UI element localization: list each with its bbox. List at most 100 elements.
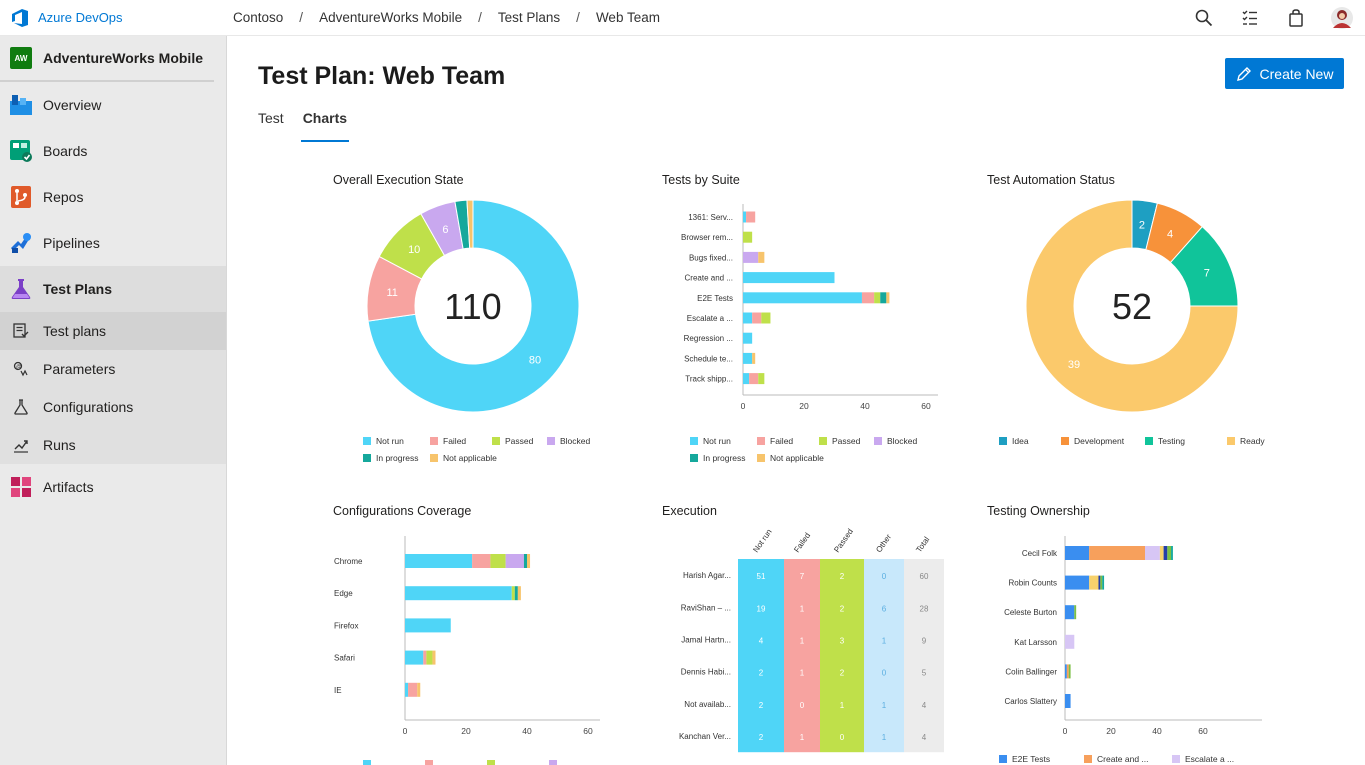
execution-cell-kanchan-ver-not-run: 2: [759, 733, 764, 742]
tests-by-suite-legend-swatch-blocked: [874, 437, 882, 445]
testing-ownership-bar-cecil-folk-create-and: [1089, 546, 1145, 560]
tests-by-suite-bar-e2e-tests-not-applicable: [886, 292, 890, 304]
configurations-coverage-category-label-edge: Edge: [334, 589, 353, 598]
user-avatar-icon[interactable]: [1319, 6, 1365, 30]
sidebar-subitem-configurations[interactable]: Configurations: [0, 388, 226, 426]
testing-ownership-category-label-celeste-burton: Celeste Burton: [1004, 608, 1057, 617]
test-plans-icon: [9, 277, 33, 301]
sidebar-item-pipelines[interactable]: Pipelines: [0, 220, 226, 266]
tab-charts[interactable]: Charts: [300, 110, 350, 142]
execution-cell-ravishan-passed: 2: [840, 604, 845, 613]
testing-ownership-legend-label-e2e-tests: E2E Tests: [1012, 754, 1050, 764]
tests-by-suite-bar-e2e-tests-in-progress: [880, 292, 887, 304]
execution-cell-harish-agar-total: 60: [920, 572, 929, 581]
pipelines-icon: [9, 231, 33, 255]
automation-status-slice-label-idea: 2: [1139, 220, 1145, 232]
configurations-coverage-bar-safari-not-run: [405, 650, 424, 665]
automation-status-slice-label-testing: 7: [1204, 267, 1210, 279]
repos-icon: [9, 185, 33, 209]
sidebar-subitem-test-plans[interactable]: Test plans: [0, 312, 226, 350]
project-header[interactable]: AW AdventureWorks Mobile: [0, 36, 214, 82]
chart-title-overall-execution-state: Overall Execution State: [333, 173, 464, 187]
brand[interactable]: Azure DevOps: [0, 8, 227, 28]
top-bar: Azure DevOps Contoso / AdventureWorks Mo…: [0, 0, 1365, 36]
execution-cell-kanchan-ver-passed: 0: [840, 733, 845, 742]
tests-by-suite-category-label-track-shipp: Track shipp...: [685, 375, 733, 384]
create-new-label: Create New: [1259, 65, 1334, 82]
configurations-coverage-category-label-chrome: Chrome: [334, 557, 363, 566]
execution-cell-not-availab-other: 1: [882, 701, 887, 710]
tests-by-suite-legend-swatch-failed: [757, 437, 765, 445]
configurations-coverage-bar-chrome-in-progress: [523, 554, 527, 568]
automation-status-slice-label-ready: 39: [1068, 359, 1080, 371]
execution-row-label-ravishan: RaviShan – ...: [681, 603, 731, 612]
tab-test[interactable]: Test: [258, 110, 284, 126]
search-icon[interactable]: [1181, 9, 1227, 27]
configurations-coverage-bar-edge-passed: [511, 586, 515, 601]
execution-cell-jamal-hartn-total: 9: [922, 637, 927, 646]
sidebar-item-artifacts[interactable]: Artifacts: [0, 464, 226, 510]
execution-row-label-not-availab: Not availab...: [684, 700, 731, 709]
testing-ownership-x-tick-60: 60: [1198, 726, 1208, 736]
sidebar-subitem-parameters[interactable]: @ Parameters: [0, 350, 226, 388]
testing-ownership-category-label-robin-counts: Robin Counts: [1009, 579, 1057, 588]
page-title: Test Plan: Web Team: [258, 62, 506, 90]
pencil-icon: [1236, 66, 1251, 81]
sidebar-item-label: Repos: [43, 189, 84, 205]
breadcrumb-item-project[interactable]: AdventureWorks Mobile: [319, 10, 463, 25]
boards-icon: [9, 139, 33, 163]
sidebar-subitem-label: Parameters: [43, 361, 116, 377]
tests-by-suite-bar-e2e-tests-not-run: [743, 292, 862, 304]
configurations-coverage-bar-firefox-not-run: [405, 618, 451, 633]
configurations-coverage-x-tick-20: 20: [461, 726, 471, 736]
tests-by-suite-bar-track-shipp-not-run: [743, 373, 750, 385]
tests-by-suite-legend-swatch-not-run: [690, 437, 698, 445]
sidebar-subitem-label: Runs: [43, 437, 76, 453]
configurations-coverage-bar-chrome-not-applicable: [527, 554, 531, 568]
tests-by-suite-category-label-escalate-a: Escalate a ...: [687, 314, 733, 323]
execution-state-legend-label-failed: Failed: [443, 436, 466, 446]
project-badge: AW: [10, 47, 32, 69]
breadcrumb-separator: /: [478, 10, 482, 25]
automation-status-center-total: 52: [1112, 286, 1152, 327]
tests-by-suite-category-label-schedule-te: Schedule te...: [684, 354, 733, 363]
breadcrumb-item-plan[interactable]: Web Team: [595, 10, 660, 25]
breadcrumb-item-test-plans[interactable]: Test Plans: [497, 10, 561, 25]
configurations-coverage-legend-swatch-failed: [425, 760, 433, 765]
execution-state-slice-in-progress: [454, 199, 471, 250]
sidebar-item-overview[interactable]: Overview: [0, 82, 226, 128]
automation-status-legend-label-development: Development: [1074, 436, 1125, 446]
breadcrumb-separator: /: [299, 10, 304, 25]
sidebar-item-boards[interactable]: Boards: [0, 128, 226, 174]
task-list-icon[interactable]: [1227, 9, 1273, 27]
configurations-coverage-category-label-ie: IE: [334, 686, 342, 695]
execution-state-legend-swatch-passed: [492, 437, 500, 445]
execution-state-slice-blocked: [420, 200, 464, 257]
testing-ownership-bar-kat-larsson-escalate-a: [1065, 634, 1075, 649]
sidebar-subitem-runs[interactable]: Runs: [0, 426, 226, 464]
automation-status-slice-idea: [1131, 199, 1158, 251]
execution-cell-not-availab-failed: 0: [800, 701, 805, 710]
execution-state-slice-label-blocked: 6: [442, 224, 448, 236]
create-new-button[interactable]: Create New: [1225, 58, 1344, 89]
breadcrumb-item-organization[interactable]: Contoso: [233, 10, 284, 25]
execution-row-label-kanchan-ver: Kanchan Ver...: [679, 732, 731, 741]
execution-cell-harish-agar-not-run: 51: [757, 572, 766, 581]
tests-by-suite-bar-e2e-tests-failed: [861, 292, 875, 304]
execution-state-legend-swatch-not-run: [363, 437, 371, 445]
sidebar-item-repos[interactable]: Repos: [0, 174, 226, 220]
testing-ownership-category-label-kat-larsson: Kat Larsson: [1014, 638, 1057, 647]
execution-state-slice-label-not-run: 80: [529, 355, 541, 367]
configurations-coverage-legend-swatch-passed: [487, 760, 495, 765]
overview-icon: [9, 93, 33, 117]
testing-ownership-legend-label-escalate-a: Escalate a ...: [1185, 754, 1234, 764]
testing-ownership-bar-robin-counts-series-4: [1098, 575, 1101, 590]
sidebar-item-test-plans[interactable]: Test Plans: [0, 266, 226, 312]
automation-status-legend-label-testing: Testing: [1158, 436, 1185, 446]
tests-by-suite-legend-label-not-applicable: Not applicable: [770, 453, 824, 463]
execution-column-passed: [820, 559, 864, 753]
tests-by-suite-bar-e2e-tests-passed: [874, 292, 881, 304]
sidebar-subitem-label: Configurations: [43, 399, 134, 415]
shopping-bag-icon[interactable]: [1273, 9, 1319, 27]
test-plan-list-icon: [12, 322, 30, 340]
